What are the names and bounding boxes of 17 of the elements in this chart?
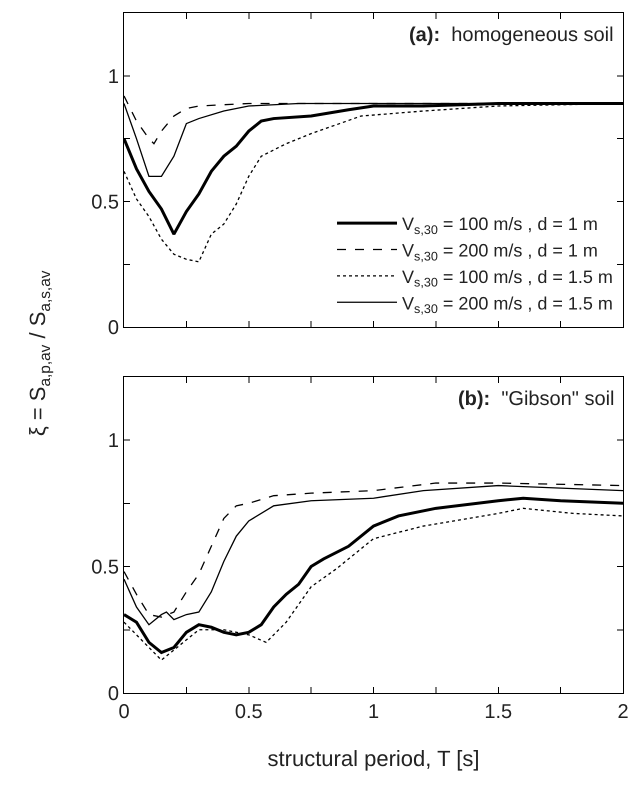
y-tick-label: 0.5 (91, 556, 119, 579)
y-tick-label: 0 (108, 317, 119, 340)
annotation: (b): "Gibson" soil (458, 388, 614, 410)
legend-label: V$_{s,30}$ = 200 m/s , d = 1 m (402, 240, 598, 264)
y-tick-label: 0.5 (91, 192, 119, 214)
y-tick-label: 1 (108, 430, 119, 452)
legend-label: V$_{s,30}$ = 200 m/s , d = 1.5 m (402, 293, 613, 316)
y-tick-label: 0 (108, 683, 119, 705)
legend-label: V$_{s,30}$ = 100 m/s , d = 1.5 m (402, 266, 613, 290)
x-tick-label: 1 (368, 701, 380, 723)
annotation: (a): homogeneous soil (409, 24, 614, 46)
x-tick-label: 0.5 (234, 701, 263, 723)
x-axis-title: structural period, T [s] (268, 746, 480, 771)
x-tick-label: 2 (617, 701, 629, 723)
legend-label: V$_{s,30}$ = 100 m/s , d = 1 m (402, 214, 598, 237)
y-tick-label: 1 (108, 66, 119, 88)
x-tick-label: 1.5 (484, 701, 512, 723)
